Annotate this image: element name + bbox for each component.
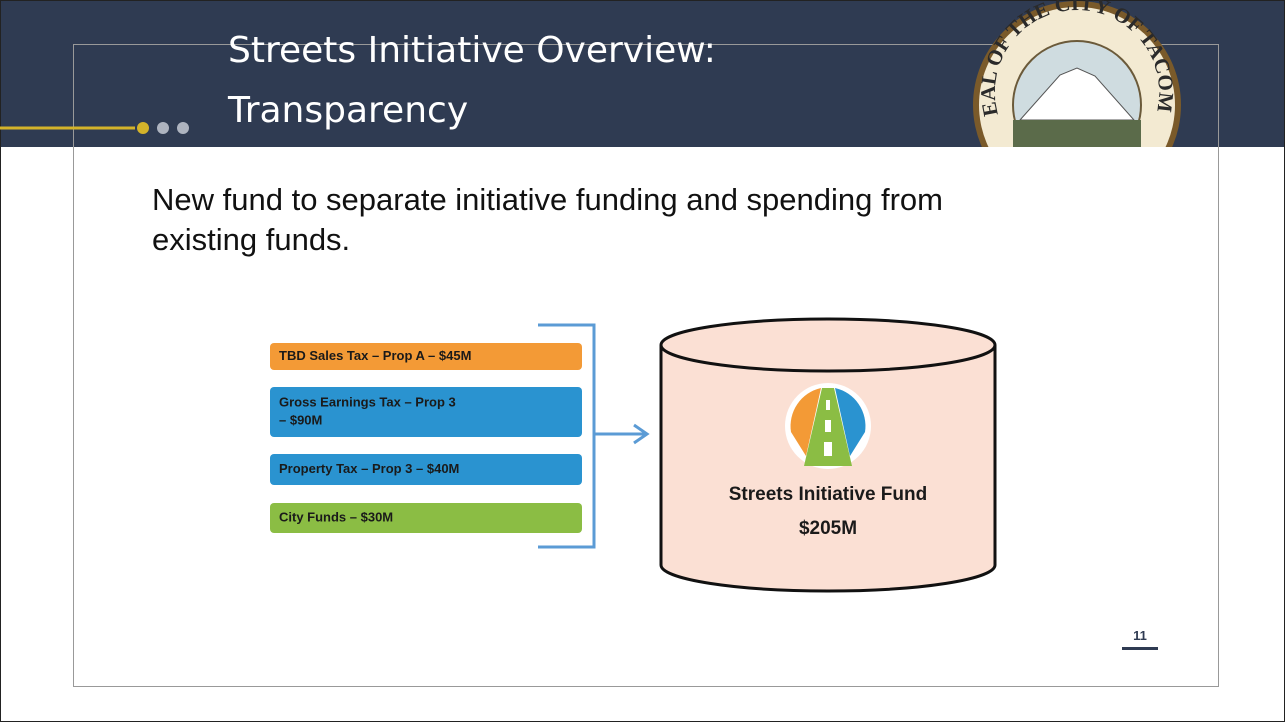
page-number-bar (1122, 647, 1158, 650)
source-label: – $90M (279, 412, 322, 427)
logo-stripe (825, 420, 831, 432)
source-box (270, 454, 582, 485)
logo (785, 383, 871, 469)
dot (157, 122, 169, 134)
source-box (270, 343, 582, 370)
cylinder-top (659, 317, 997, 373)
source-label: City Funds – $30M (279, 509, 393, 524)
arrow-head (633, 423, 650, 445)
source-box (270, 387, 582, 437)
logo-stripe (826, 400, 830, 410)
fund-name: Streets Initiative Fund (729, 484, 927, 505)
frame (73, 44, 1219, 687)
logo-left (790, 388, 821, 456)
source-label: Property Tax – Prop 3 – $40M (279, 461, 459, 476)
dot (137, 122, 149, 134)
title-line: Transparency (227, 90, 468, 131)
title-line: Streets Initiative Overview: (228, 30, 716, 71)
dot (177, 122, 189, 134)
body-line: existing funds. (152, 222, 350, 257)
page-number: 11 (1133, 628, 1147, 643)
bracket (538, 323, 596, 549)
source-label: Gross Earnings Tax – Prop 3 (279, 394, 456, 409)
source-box (270, 503, 582, 533)
seal-land (1013, 120, 1141, 147)
logo-right (835, 388, 866, 456)
source-label: TBD Sales Tax – Prop A – $45M (279, 348, 471, 363)
logo-stripe (824, 442, 832, 456)
fund-amount: $205M (799, 518, 857, 539)
body-line: New fund to separate initiative funding … (152, 182, 943, 217)
